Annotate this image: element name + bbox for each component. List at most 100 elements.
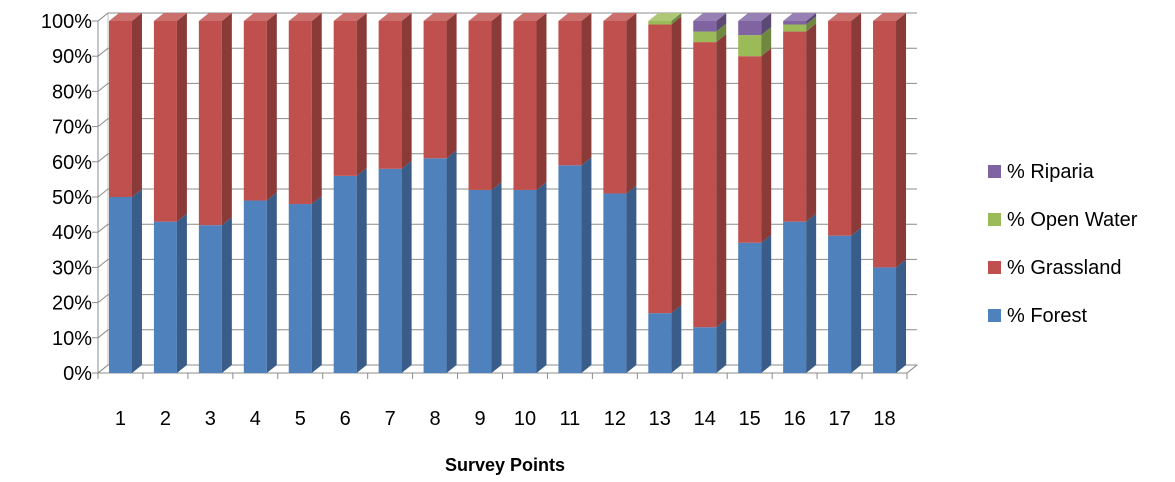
bar-segment-top bbox=[153, 13, 187, 21]
bar-stack bbox=[558, 13, 592, 373]
bar-segment bbox=[783, 31, 807, 222]
gridline-side bbox=[97, 294, 109, 303]
bar-stack bbox=[243, 13, 277, 373]
bar-segment-side bbox=[581, 13, 592, 166]
bar-stack bbox=[513, 13, 547, 373]
y-tick-label: 90% bbox=[52, 46, 92, 68]
bar-segment-side bbox=[806, 213, 817, 373]
bar-segment-top bbox=[648, 13, 682, 21]
bar-segment-side bbox=[266, 13, 277, 201]
y-tick-label: 60% bbox=[52, 152, 92, 174]
x-tick-label: 5 bbox=[295, 408, 306, 430]
gridlines bbox=[92, 12, 917, 374]
bar-segment bbox=[648, 24, 672, 314]
bar-segment bbox=[153, 221, 177, 373]
bar-segment-top bbox=[603, 13, 637, 21]
bar-stack bbox=[288, 13, 322, 373]
bar-segment bbox=[423, 21, 447, 159]
bar-segment bbox=[243, 21, 267, 201]
legend-label: % Open Water bbox=[1007, 209, 1138, 231]
bar-segment bbox=[108, 197, 132, 373]
bar-segment-side bbox=[131, 189, 142, 373]
bar-segment bbox=[828, 21, 852, 236]
bar-segment-top bbox=[198, 13, 232, 21]
bar-stack bbox=[333, 13, 367, 373]
x-tick-label: 16 bbox=[784, 408, 806, 430]
legend-swatch bbox=[988, 261, 1001, 274]
bar-stack bbox=[378, 13, 412, 373]
bar-segment bbox=[468, 189, 492, 373]
legend-label: % Grassland bbox=[1007, 257, 1122, 279]
bar-segment-side bbox=[806, 13, 817, 25]
x-tick-label: 7 bbox=[385, 408, 396, 430]
gridline-side bbox=[97, 188, 109, 198]
bar-stack bbox=[468, 13, 502, 373]
bar-segment bbox=[558, 21, 582, 166]
bar-segment-side bbox=[401, 160, 412, 373]
bar-segment-side bbox=[266, 192, 277, 373]
axes bbox=[97, 21, 918, 379]
x-tick-label: 4 bbox=[250, 408, 261, 430]
bar-stack bbox=[198, 13, 232, 373]
x-tick-labels: 1 2 3 4 5 6 7 8 9 10 11 12 13 14 15 16 17 18 bbox=[115, 408, 896, 430]
bar-segment-top bbox=[783, 13, 817, 21]
legend-swatch bbox=[988, 213, 1001, 226]
y-tick-label: 30% bbox=[52, 257, 92, 279]
legend-item: % Open Water bbox=[988, 209, 1138, 231]
bar-segment bbox=[468, 21, 492, 190]
bar-segment-top bbox=[693, 13, 727, 21]
bar-segment-side bbox=[536, 181, 547, 373]
bar-segment-side bbox=[221, 217, 232, 373]
bar-segment-side bbox=[761, 48, 772, 243]
y-tick-label: 70% bbox=[52, 117, 92, 139]
bar-segment-side bbox=[176, 213, 187, 373]
y-tick-label: 10% bbox=[52, 328, 92, 350]
bar-segment-side bbox=[896, 13, 907, 268]
bar-segment-side bbox=[716, 13, 727, 32]
bar-segment-side bbox=[311, 196, 322, 373]
gridline-side bbox=[97, 153, 109, 163]
bar-segment-side bbox=[761, 13, 772, 36]
bar-segment bbox=[558, 165, 582, 373]
x-tick-label: 9 bbox=[474, 408, 485, 430]
bar-stack bbox=[603, 13, 637, 373]
bar-segment-side bbox=[446, 13, 457, 159]
bar-segment bbox=[378, 168, 402, 373]
legend-item: % Grassland bbox=[988, 257, 1122, 279]
y-tick-label: 0% bbox=[63, 363, 92, 385]
bar-segment bbox=[738, 21, 762, 36]
bar-segment-top bbox=[423, 13, 457, 21]
bar-segment bbox=[648, 21, 672, 25]
bar-segment bbox=[693, 42, 717, 328]
bar-segment bbox=[288, 21, 312, 205]
bar-segment-top bbox=[738, 13, 772, 21]
bar-segment-side bbox=[626, 185, 637, 373]
y-tick-label: 100% bbox=[41, 11, 92, 33]
x-tick-label: 13 bbox=[649, 408, 671, 430]
bar-segment-side bbox=[356, 167, 367, 373]
bar-segment bbox=[693, 21, 717, 32]
bar-segment bbox=[198, 225, 222, 373]
x-tick-label: 14 bbox=[694, 408, 716, 430]
bar-segment bbox=[693, 327, 717, 373]
bar-segment bbox=[738, 35, 762, 57]
bar-segment-side bbox=[716, 23, 727, 43]
gridline-side bbox=[97, 118, 109, 127]
bar-segment-top bbox=[468, 13, 502, 21]
bar-segment bbox=[333, 21, 357, 176]
x-tick-label: 15 bbox=[739, 408, 761, 430]
y-tick-label: 50% bbox=[52, 187, 92, 209]
bar-segment bbox=[828, 235, 852, 373]
bar-segment-top bbox=[108, 13, 142, 21]
bar-segment bbox=[603, 193, 627, 373]
bar-segment bbox=[423, 158, 447, 373]
bar-stack bbox=[648, 13, 682, 373]
legend: % Riparia % Open Water % Grassland % Forest bbox=[988, 161, 1138, 327]
bar-segment-side bbox=[851, 13, 862, 236]
bar-segment-side bbox=[716, 34, 727, 328]
bar-segment bbox=[513, 189, 537, 373]
gridline-side bbox=[97, 329, 109, 339]
bar-segment-side bbox=[176, 13, 187, 222]
bar-segment-side bbox=[221, 13, 232, 226]
bar-segment-side bbox=[896, 259, 907, 373]
